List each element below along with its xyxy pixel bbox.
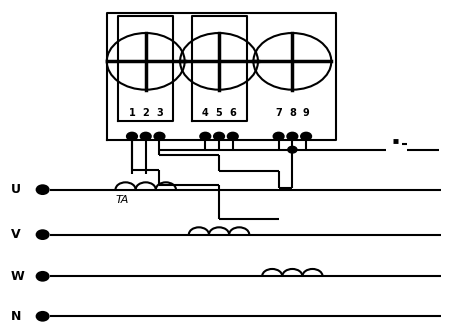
- Circle shape: [37, 230, 48, 239]
- Text: 7: 7: [275, 108, 282, 118]
- Circle shape: [228, 133, 238, 140]
- Circle shape: [127, 133, 137, 140]
- Text: 6: 6: [230, 108, 236, 118]
- Circle shape: [301, 133, 311, 140]
- Text: 8: 8: [289, 108, 296, 118]
- Text: U: U: [11, 183, 21, 196]
- Text: W: W: [11, 270, 24, 283]
- Text: N: N: [11, 310, 21, 323]
- Text: 1: 1: [129, 108, 136, 118]
- Text: 3: 3: [156, 108, 163, 118]
- Circle shape: [154, 133, 165, 140]
- Text: 5: 5: [216, 108, 222, 118]
- Text: TA: TA: [116, 195, 130, 205]
- Circle shape: [200, 133, 210, 140]
- Circle shape: [37, 185, 48, 194]
- Text: 2: 2: [142, 108, 149, 118]
- Circle shape: [273, 133, 284, 140]
- Text: 9: 9: [303, 108, 309, 118]
- Text: V: V: [11, 228, 20, 241]
- Text: 4: 4: [202, 108, 209, 118]
- Circle shape: [141, 133, 151, 140]
- Circle shape: [288, 146, 297, 153]
- Circle shape: [287, 133, 297, 140]
- Circle shape: [37, 272, 48, 281]
- Circle shape: [214, 133, 224, 140]
- Circle shape: [37, 312, 48, 321]
